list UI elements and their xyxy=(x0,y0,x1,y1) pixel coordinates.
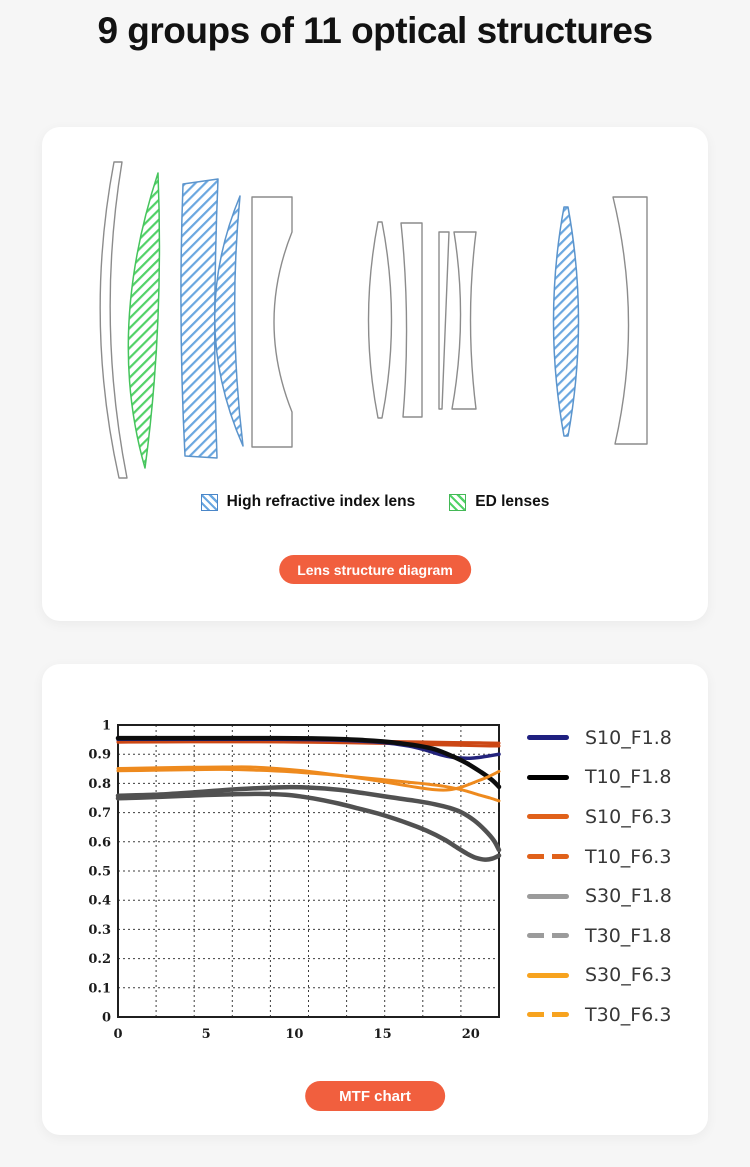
y-tick-label: 0.4 xyxy=(88,894,111,909)
lens-element-10-high-index xyxy=(552,206,580,437)
mtf-chart-plot: 00.10.20.30.40.50.60.70.80.910 5 10 15 20 xyxy=(88,719,502,1042)
legend-dashed-line-swatch xyxy=(527,933,569,939)
lens-structure-diagram-button[interactable]: Lens structure diagram xyxy=(279,555,471,584)
legend-dashed-line-swatch xyxy=(527,1012,569,1018)
lens-element-11 xyxy=(612,196,648,445)
legend-dashed-line-swatch xyxy=(527,854,569,860)
legend-label-high-index: High refractive index lens xyxy=(226,493,416,510)
y-tick-label: 0.3 xyxy=(88,923,111,938)
lens-element-3-high-index xyxy=(180,178,219,459)
mtf-legend-label: T30_F1.8 xyxy=(585,924,672,947)
x-tick-label: 0 xyxy=(113,1027,122,1042)
mtf-legend-entry: T30_F6.3 xyxy=(527,995,672,1035)
mtf-chart-legend: S10_F1.8 T10_F1.8 S10_F6.3 T10_F6.3 S30_F1.8… xyxy=(527,718,672,1035)
x-tick-label: 20 xyxy=(462,1027,480,1042)
mtf-legend-entry: S10_F1.8 xyxy=(527,718,672,758)
lens-element-1-meniscus xyxy=(99,161,128,479)
legend-item-ed: ED lenses xyxy=(449,493,549,511)
legend-solid-line-swatch xyxy=(527,893,569,899)
legend-solid-line-swatch xyxy=(527,814,569,820)
x-tick-label: 15 xyxy=(374,1027,392,1042)
mtf-curve-T30_F6.3 xyxy=(116,767,501,803)
mtf-card: 0 0.1 0.2 0.3 0.4 0.5 0.6 0.7 0.8 0.9 1 0 5 10 15 20 S1… xyxy=(42,664,708,1135)
lens-element-7 xyxy=(400,222,423,418)
lens-element-9-hourglass xyxy=(451,231,477,410)
y-tick-label: 0.2 xyxy=(88,952,111,967)
mtf-legend-entry: T30_F1.8 xyxy=(527,916,672,956)
plot-border xyxy=(117,724,500,1018)
mtf-legend-label: S10_F1.8 xyxy=(585,726,672,749)
mtf-curve-T10_F1.8 xyxy=(115,735,502,790)
mtf-legend-entry: S10_F6.3 xyxy=(527,797,672,837)
mtf-legend-label: T10_F1.8 xyxy=(585,766,672,789)
legend-solid-line-swatch xyxy=(527,972,569,978)
x-tick-label: 5 xyxy=(202,1027,211,1042)
legend-label-ed: ED lenses xyxy=(475,493,550,510)
y-tick-label: 0.9 xyxy=(88,748,111,763)
mtf-legend-label: T10_F6.3 xyxy=(585,845,672,868)
legend-solid-line-swatch xyxy=(527,735,569,741)
lens-element-4-high-index xyxy=(214,195,244,447)
lens-card: High refractive index lens ED lenses Len… xyxy=(42,127,708,621)
mtf-legend-entry: S30_F6.3 xyxy=(527,956,672,996)
lens-element-5 xyxy=(251,196,293,448)
page-title: 9 groups of 11 optical structures xyxy=(97,10,653,51)
mtf-curve-T30_F1.8 xyxy=(115,791,502,862)
mtf-legend-entry: S30_F1.8 xyxy=(527,876,672,916)
mtf-legend-label: S30_F6.3 xyxy=(585,964,672,987)
blue-hatch-swatch-icon xyxy=(200,493,218,511)
mtf-legend-label: S30_F1.8 xyxy=(585,885,672,908)
lens-element-2-ed-lens xyxy=(127,172,161,469)
lens-element-8 xyxy=(438,231,450,410)
y-tick-label: 0 xyxy=(102,1011,111,1026)
mtf-legend-label: T30_F6.3 xyxy=(585,1003,672,1026)
y-tick-label: 0.6 xyxy=(88,835,111,850)
mtf-chart-button[interactable]: MTF chart xyxy=(305,1081,445,1111)
lens-structure-diagram xyxy=(99,161,648,479)
mtf-legend-label: S10_F6.3 xyxy=(585,805,672,828)
lens-element-6-biconvex xyxy=(367,221,393,419)
lens-legend: High refractive index lens ED lenses xyxy=(42,493,708,511)
mtf-curve-S30_F1.8 xyxy=(115,784,502,853)
y-tick-label: 0.7 xyxy=(88,806,111,821)
legend-item-high-index: High refractive index lens xyxy=(200,493,416,511)
y-tick-label: 0.1 xyxy=(88,981,111,996)
green-hatch-swatch-icon xyxy=(449,493,467,511)
x-tick-label: 10 xyxy=(285,1027,303,1042)
y-tick-label: 1 xyxy=(102,719,111,734)
y-tick-label: 0.8 xyxy=(88,777,111,792)
mtf-legend-entry: T10_F6.3 xyxy=(527,837,672,877)
y-tick-label: 0.5 xyxy=(88,865,111,880)
legend-solid-line-swatch xyxy=(527,774,569,780)
mtf-curve-S30_F6.3 xyxy=(116,765,501,792)
mtf-legend-entry: T10_F1.8 xyxy=(527,758,672,798)
